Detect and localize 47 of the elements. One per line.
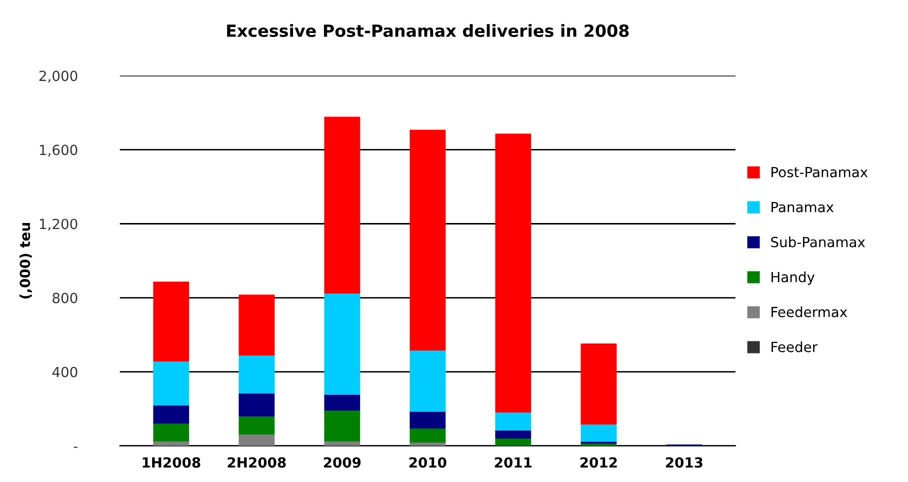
x-tick-label: 2010 bbox=[409, 457, 446, 468]
bar bbox=[495, 438, 532, 446]
bar bbox=[410, 428, 446, 443]
bar bbox=[580, 343, 617, 425]
bar bbox=[410, 412, 446, 428]
bar bbox=[410, 442, 446, 446]
y-axis-title: (,000) teu bbox=[19, 223, 32, 298]
y-tick-label: - bbox=[74, 446, 78, 448]
bar bbox=[238, 434, 275, 446]
bar bbox=[238, 294, 275, 356]
bar bbox=[153, 282, 190, 362]
y-tick-label: 400 bbox=[52, 366, 78, 378]
legend-label: Feedermax bbox=[772, 306, 848, 318]
bar bbox=[153, 406, 190, 424]
bar bbox=[324, 410, 360, 442]
y-tick-label: 800 bbox=[52, 292, 78, 304]
x-tick-label: 2013 bbox=[666, 457, 702, 468]
bar bbox=[410, 130, 446, 351]
bar bbox=[238, 416, 275, 435]
bar bbox=[324, 442, 360, 446]
x-tick-label: 2009 bbox=[324, 457, 361, 468]
bar bbox=[495, 412, 532, 430]
bar bbox=[324, 394, 360, 410]
x-tick-label: 2012 bbox=[580, 457, 617, 468]
bar bbox=[238, 393, 275, 417]
legend-label: Feeder bbox=[772, 341, 818, 352]
x-tick-label: 2011 bbox=[494, 457, 532, 468]
bar bbox=[324, 116, 360, 294]
y-tick-label: 1,600 bbox=[40, 144, 78, 157]
y-tick-label: 1,200 bbox=[40, 218, 78, 231]
y-tick-label: 2,000 bbox=[39, 70, 78, 83]
bar bbox=[324, 294, 360, 395]
bar bbox=[153, 442, 190, 446]
legend-label: Handy bbox=[772, 272, 815, 285]
legend-label: Post-Panamax bbox=[772, 167, 868, 178]
bar bbox=[153, 423, 190, 442]
bar bbox=[495, 134, 532, 413]
bar bbox=[495, 430, 532, 438]
x-tick-label: 1H2008 bbox=[142, 457, 200, 468]
bar bbox=[580, 424, 617, 442]
bar bbox=[238, 356, 275, 394]
legend-label: Panamax bbox=[772, 202, 834, 212]
bar bbox=[410, 350, 446, 412]
x-tick-label: 2H2008 bbox=[228, 457, 286, 468]
chart-title: Excessive Post-Panamax deliveries in 2008 bbox=[227, 24, 629, 38]
legend-label: Sub-Panamax bbox=[771, 236, 866, 248]
bar bbox=[153, 362, 190, 406]
